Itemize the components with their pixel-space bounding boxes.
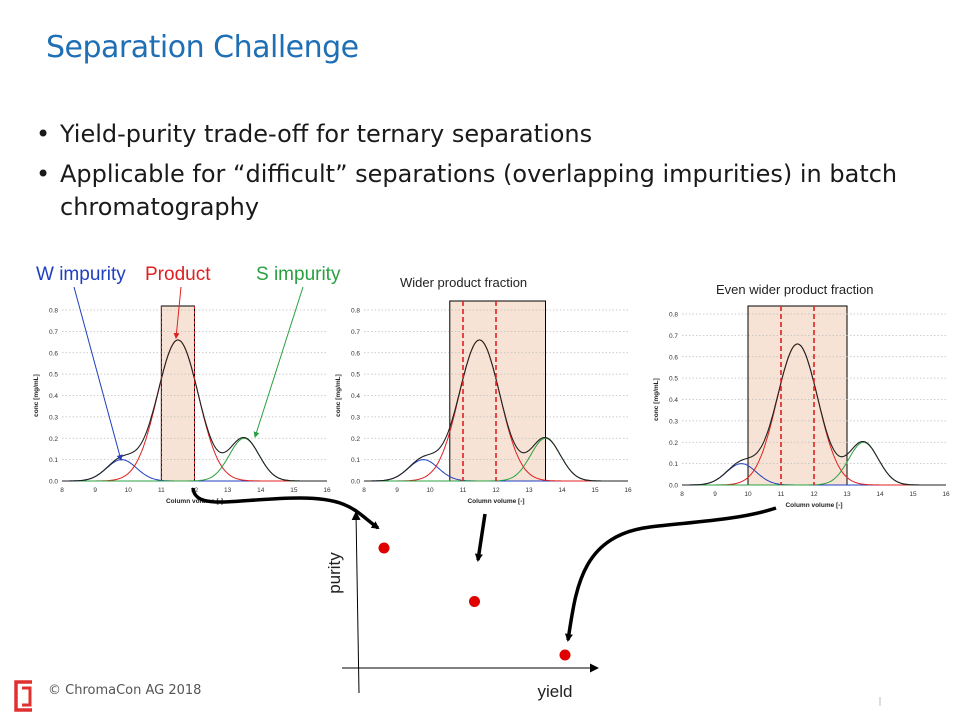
bullet-text: Yield-purity trade-off for ternary separ… bbox=[60, 120, 593, 148]
chromacon-logo bbox=[14, 680, 32, 712]
x-axis-label: Column volume [-] bbox=[166, 498, 223, 505]
product-pointer bbox=[173, 286, 182, 339]
y-tick-label: 0.5 bbox=[49, 372, 58, 379]
tradeoff-point bbox=[559, 649, 571, 661]
x-tick-label: 9 bbox=[93, 487, 97, 494]
y-tick-label: 0.4 bbox=[49, 393, 58, 400]
y-tick-label: 0.1 bbox=[669, 461, 678, 468]
chromatogram-narrow: 0.00.10.20.30.40.50.60.70.88 9 10 11 12 13 14 1… bbox=[33, 305, 331, 505]
y-axis-label: conc [mg/mL] bbox=[653, 378, 660, 421]
y-tick-label: 0.3 bbox=[49, 414, 58, 421]
yield-axis-label: yield bbox=[538, 682, 573, 701]
tradeoff-plot: purity yield bbox=[325, 511, 599, 701]
x-tick-label: 13 bbox=[525, 487, 533, 494]
x-tick-label: 8 bbox=[60, 487, 64, 494]
y-tick-label: 0.7 bbox=[49, 329, 58, 336]
x-tick-label: 13 bbox=[843, 491, 851, 498]
x-tick-label: 11 bbox=[460, 487, 467, 494]
x-tick-label: 13 bbox=[224, 487, 232, 494]
bullet-text: Applicable for “difficult” separations (… bbox=[60, 160, 898, 221]
panel3-caption: Even wider product fraction bbox=[716, 282, 874, 297]
y-tick-label: 0.6 bbox=[351, 350, 360, 357]
y-tick-label: 0.3 bbox=[669, 418, 678, 425]
chromatogram-even-wider: 0.0 0.1 0.2 0.3 0.4 0.5 0.6 0.7 0.8 8 9 10 11 12 13 14 1… bbox=[653, 305, 950, 509]
w-impurity-label: W impurity bbox=[36, 264, 126, 285]
tradeoff-point bbox=[378, 542, 390, 554]
s-impurity-label: S impurity bbox=[256, 264, 341, 285]
y-tick-label: 0.8 bbox=[351, 308, 360, 315]
x-axis-label: Column volume [-] bbox=[785, 502, 842, 509]
bullet-list: • Yield-purity trade-off for ternary sepa… bbox=[36, 118, 936, 231]
purity-axis-label: purity bbox=[325, 552, 344, 594]
bullet-dot: • bbox=[36, 120, 51, 148]
x-tick-label: 12 bbox=[492, 487, 500, 494]
x-tick-label: 15 bbox=[591, 487, 599, 494]
x-tick-label: 16 bbox=[942, 491, 950, 498]
x-tick-label: 10 bbox=[125, 487, 133, 494]
x-tick-label: 15 bbox=[290, 487, 298, 494]
bullet-item: • Yield-purity trade-off for ternary sepa… bbox=[36, 118, 936, 151]
bullet-dot: • bbox=[36, 160, 51, 188]
y-tick-label: 0.0 bbox=[49, 479, 58, 486]
x-tick-label: 11 bbox=[158, 487, 165, 494]
y-tick-label: 0.7 bbox=[351, 329, 360, 336]
page-title: Separation Challenge bbox=[46, 30, 359, 65]
y-axis bbox=[351, 511, 361, 694]
fraction-window bbox=[160, 305, 195, 482]
tradeoff-point bbox=[469, 596, 480, 607]
y-tick-label: 0.8 bbox=[49, 308, 58, 315]
x-tick-label: 14 bbox=[558, 487, 566, 494]
x-tick-label: 16 bbox=[323, 487, 331, 494]
y-tick-label: 0.0 bbox=[669, 483, 678, 490]
fraction-window bbox=[449, 300, 546, 482]
product-label: Product bbox=[145, 264, 211, 285]
x-tick-label: 9 bbox=[395, 487, 399, 494]
copyright-footer: © ChromaCon AG 2018 bbox=[48, 683, 202, 698]
x-tick-label: 16 bbox=[624, 487, 632, 494]
x-tick-label: 9 bbox=[713, 491, 717, 498]
x-axis-label: Column volume [-] bbox=[467, 498, 524, 505]
y-tick-label: 0.4 bbox=[351, 393, 360, 400]
y-tick-label: 0.4 bbox=[669, 397, 678, 404]
s-impurity-pointer bbox=[253, 286, 304, 438]
y-tick-label: 0.7 bbox=[669, 333, 678, 340]
x-tick-label: 14 bbox=[876, 491, 884, 498]
series-line-3 bbox=[364, 339, 628, 482]
y-tick-label: 0.1 bbox=[351, 457, 360, 464]
x-tick-label: 11 bbox=[778, 491, 785, 498]
y-tick-label: 0.8 bbox=[669, 312, 678, 319]
y-axis-label: conc [mg/mL] bbox=[33, 374, 40, 417]
y-tick-label: 0.6 bbox=[669, 354, 678, 361]
x-tick-label: 8 bbox=[680, 491, 684, 498]
y-tick-label: 0.2 bbox=[669, 440, 678, 447]
y-tick-label: 0.6 bbox=[49, 350, 58, 357]
y-axis-label: conc [mg/mL] bbox=[335, 374, 342, 417]
connector-arrow-2 bbox=[474, 513, 487, 562]
y-tick-label: 0.5 bbox=[669, 376, 678, 383]
x-tick-label: 12 bbox=[810, 491, 818, 498]
y-tick-label: 0.2 bbox=[351, 436, 360, 443]
x-tick-label: 15 bbox=[909, 491, 917, 498]
x-tick-label: 10 bbox=[744, 491, 752, 498]
x-tick-label: 14 bbox=[257, 487, 265, 494]
y-tick-label: 0.0 bbox=[351, 479, 360, 486]
panel2-caption: Wider product fraction bbox=[400, 275, 528, 290]
connector-arrow-3 bbox=[564, 506, 777, 642]
w-impurity-pointer bbox=[73, 286, 123, 461]
y-tick-label: 0.3 bbox=[351, 414, 360, 421]
connector-arrow-1 bbox=[191, 487, 380, 530]
y-tick-label: 0.5 bbox=[351, 372, 360, 379]
chromatogram-wider: 0.0 0.1 0.2 0.3 0.4 0.5 0.6 0.7 0.8 8 9 10 11 12 13 14 1… bbox=[335, 300, 632, 505]
bullet-item: • Applicable for “difficult” separations … bbox=[36, 158, 936, 224]
y-tick-label: 0.2 bbox=[49, 436, 58, 443]
x-tick-label: 8 bbox=[362, 487, 366, 494]
fraction-window bbox=[747, 305, 848, 486]
y-tick-label: 0.1 bbox=[49, 457, 58, 464]
x-tick-label: 10 bbox=[426, 487, 434, 494]
